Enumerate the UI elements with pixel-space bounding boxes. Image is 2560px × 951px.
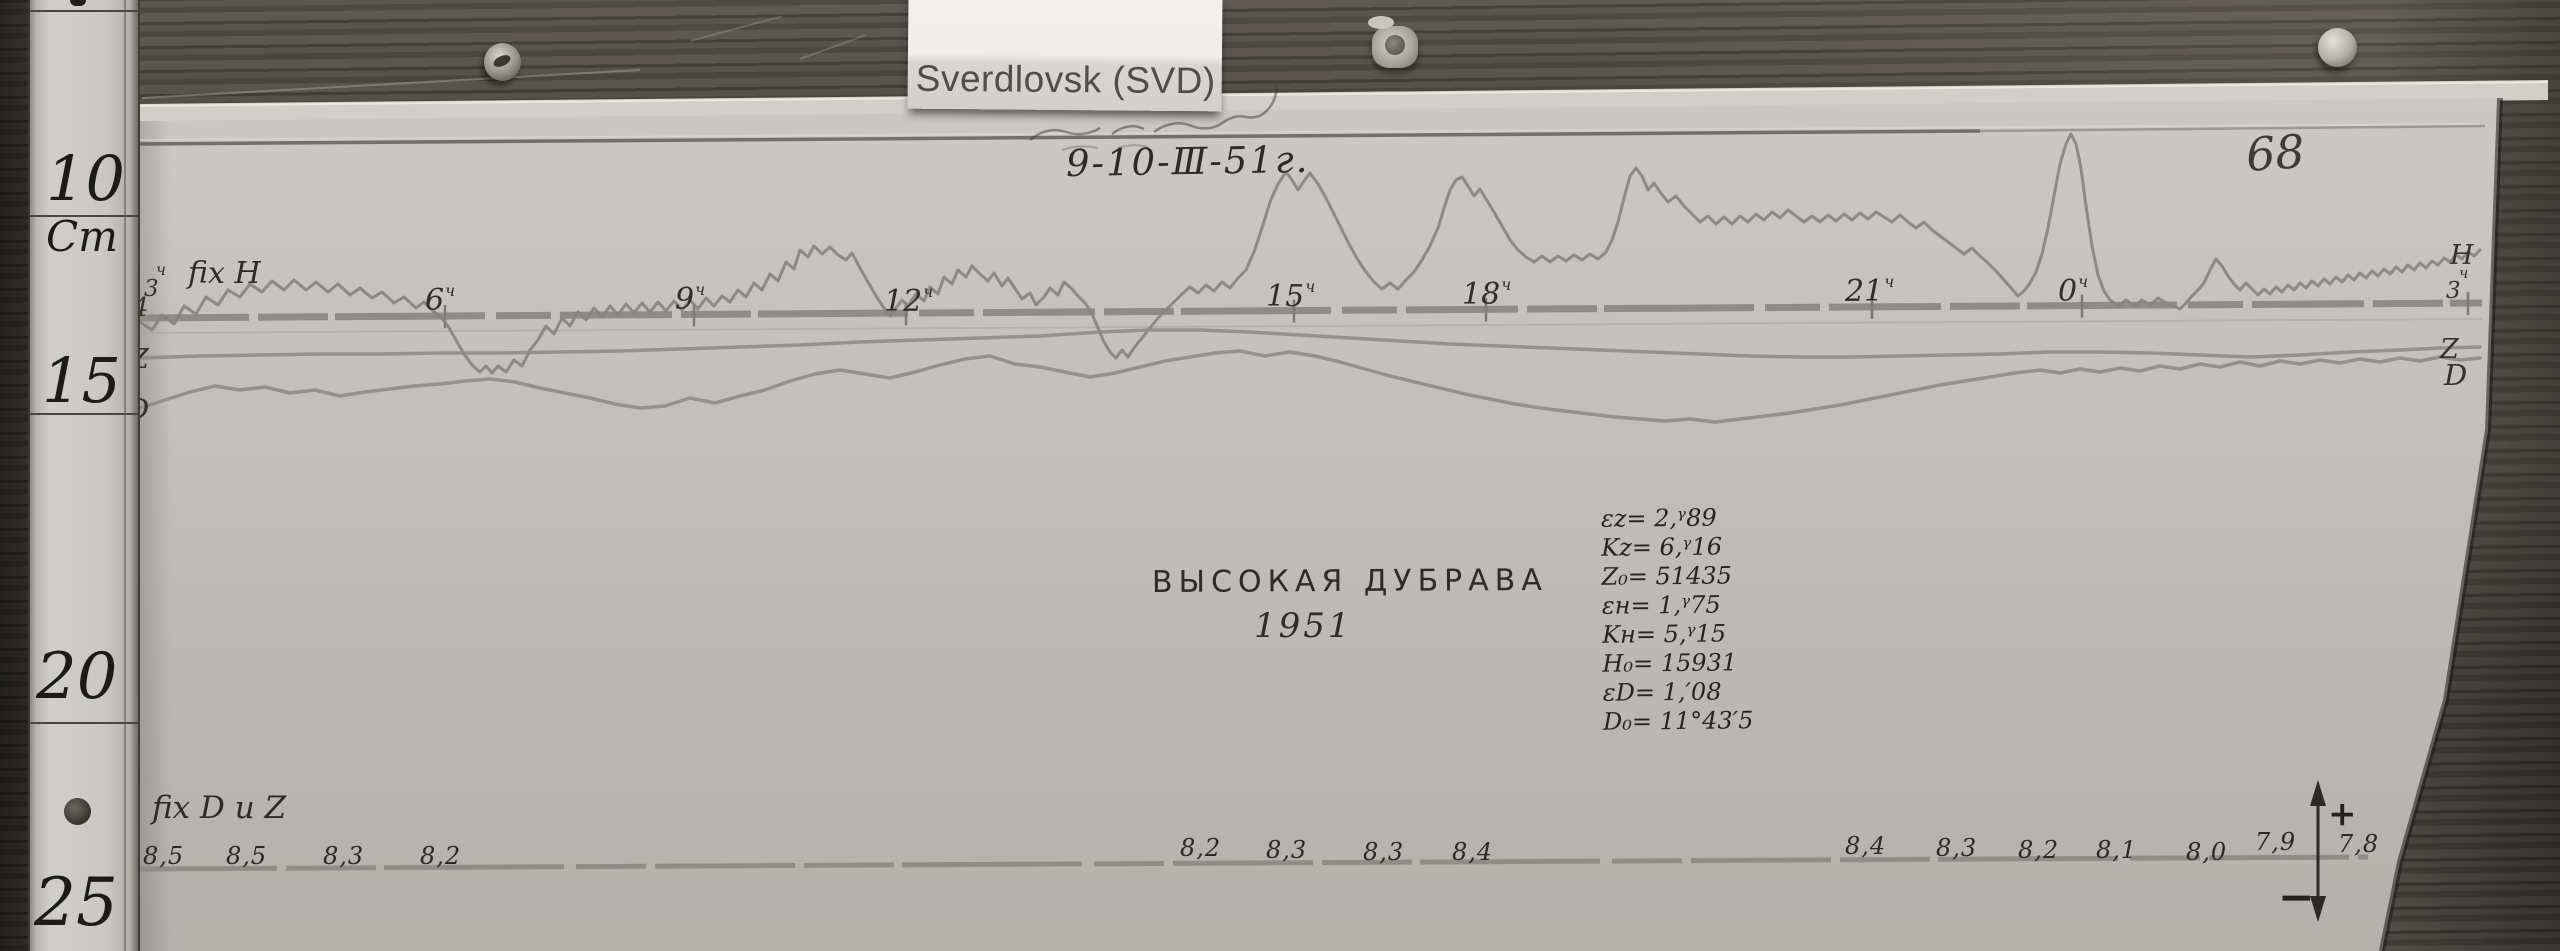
constant-line: H₀= 15931 <box>1602 648 1738 678</box>
page-number: 68 <box>2244 124 2307 182</box>
constant-line: εz= 2,ᵞ89 <box>1600 503 1717 533</box>
fix-value: 8,2 <box>1180 834 1222 862</box>
ruler-line <box>30 413 138 415</box>
constant-line: Kн= 5,ᵞ15 <box>1602 619 1727 649</box>
constant-line: D₀= 11°43′5 <box>1602 706 1754 736</box>
ruler-inner-line <box>124 0 126 951</box>
ruler-line <box>30 722 138 724</box>
hour-label-12: 12ч <box>884 282 934 319</box>
fix-value: 8,1 <box>2096 836 2138 864</box>
hour-baseline-faint-companion <box>136 318 2483 334</box>
end-hour-suffix: ч <box>2459 264 2469 282</box>
date-inscription: 9-10-Ⅲ-51г. <box>1065 137 1310 186</box>
fix-baseline <box>136 854 2369 872</box>
start-hour-suffix: ч <box>156 260 166 279</box>
chart-paper <box>137 98 2500 951</box>
hour-label-6: 6ч <box>425 281 456 318</box>
fix-value: 8,2 <box>420 842 462 870</box>
fix-dz-label: fix D и Z <box>152 790 287 826</box>
fix-value: 8,0 <box>2186 838 2228 866</box>
fix-value: 8,5 <box>226 842 268 870</box>
paper-top-edge-highlight <box>134 80 2548 124</box>
ruler-mark-10: 10 <box>46 142 125 215</box>
paper-left-shade <box>137 121 171 951</box>
ruler-line <box>30 215 138 217</box>
plus-sign: + <box>2328 794 2357 834</box>
trace-Z <box>138 328 2482 360</box>
ruler-mark-15: 15 <box>42 344 121 417</box>
trace-D <box>138 349 2482 424</box>
fix-value: 7,8 <box>2338 830 2380 858</box>
hour-baseline <box>136 299 2483 322</box>
hour-ticks <box>443 292 2470 329</box>
constant-line: εн= 1,ᵞ75 <box>1601 590 1721 620</box>
constant-line: εD= 1,′08 <box>1602 677 1722 707</box>
fix-value: 8,5 <box>143 842 185 870</box>
trace-label-h-right: H <box>2450 240 2474 271</box>
station-title: ВЫСОКАЯ ДУБРАВА <box>1151 562 1548 601</box>
ruler-line <box>30 10 138 12</box>
faded-handwriting-scribble-2 <box>1061 144 1149 151</box>
fix-value: 8,3 <box>323 842 365 870</box>
paper-right-edge-shadow <box>2379 97 2503 951</box>
hour-label-18: 18ч <box>1462 275 1512 312</box>
glass-edge-line-faint <box>1979 124 2486 133</box>
trace-H <box>138 132 2482 375</box>
start-hour-top: 3 <box>144 276 159 302</box>
hour-label-15: 15ч <box>1266 277 1316 314</box>
glass-edge-highlight <box>136 123 2481 141</box>
screw-icon <box>2318 28 2357 67</box>
minus-sign: − <box>2278 872 2315 923</box>
fix-value: 8,4 <box>1452 838 1494 866</box>
trace-label-d-right: D <box>2444 358 2468 392</box>
fix-value: 7,9 <box>2255 828 2297 856</box>
constant-line: Kz= 6,ᵞ16 <box>1601 532 1723 562</box>
thread-scratch <box>141 69 641 99</box>
hour-label-9: 9ч <box>675 280 706 317</box>
constant-line: Z₀= 51435 <box>1601 561 1733 591</box>
trace-label-z-right: Z <box>2440 334 2459 365</box>
ruler-screw-hole <box>64 798 91 825</box>
hour-label-0: 0ч <box>2058 272 2089 309</box>
fix-value: 8,4 <box>1845 832 1887 860</box>
glass-edge-line <box>136 129 1981 146</box>
end-hour-label: 3 <box>2446 278 2461 304</box>
nut-icon <box>1368 16 1418 68</box>
polarity-arrow <box>2310 780 2326 922</box>
fix-value: 8,3 <box>1936 834 1978 862</box>
ruler-unit: Cm <box>46 212 118 261</box>
ruler-partial-mark <box>70 0 86 6</box>
cm-ruler: 10 Cm 15 20 25 <box>28 0 140 951</box>
fix-value: 8,3 <box>1266 836 1308 864</box>
station-sticker-text: Sverdlovsk (SVD) <box>915 57 1216 102</box>
screw-icon <box>484 43 521 81</box>
hour-label-21: 21ч <box>1845 272 1895 309</box>
faded-handwriting-scribble <box>1029 84 1278 141</box>
fix-value: 8,3 <box>1363 838 1405 866</box>
station-sticker: Sverdlovsk (SVD) <box>907 0 1223 112</box>
ruler-mark-20: 20 <box>36 640 118 714</box>
scale-constants-block: εz= 2,ᵞ89 Kz= 6,ᵞ16 Z₀= 51435 εн= 1,ᵞ75 … <box>1601 503 1754 737</box>
top-edge-gloss <box>133 81 2549 107</box>
station-year: 1951 <box>1254 606 1353 646</box>
ruler-mark-25: 25 <box>34 864 118 941</box>
fix-value: 8,2 <box>2018 836 2060 864</box>
fix-h-label: fix H <box>188 256 261 291</box>
